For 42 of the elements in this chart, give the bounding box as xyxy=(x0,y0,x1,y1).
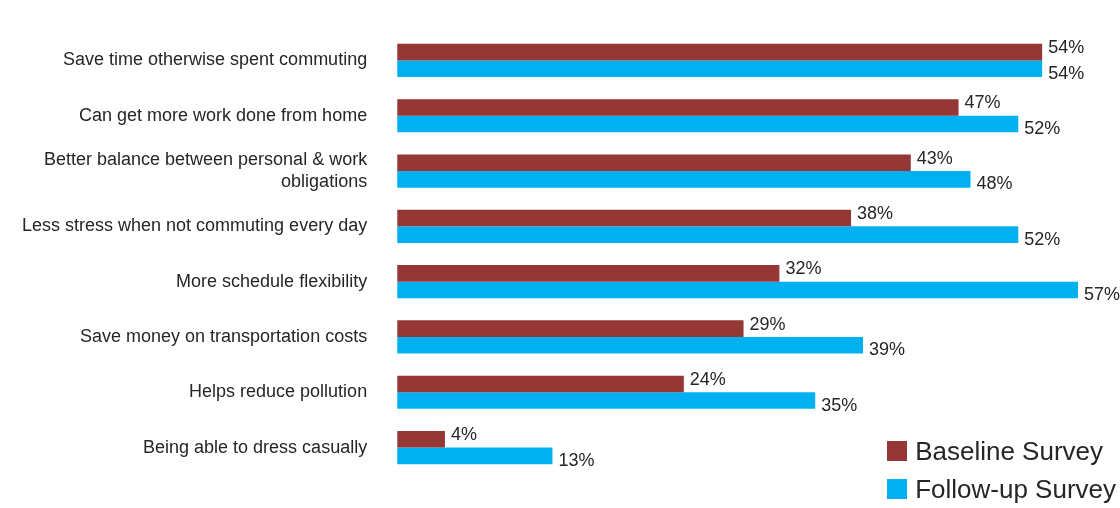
y-tick-label: Better balance between personal & work obligations xyxy=(43,149,369,191)
data-label: 52% xyxy=(1024,118,1061,139)
bar xyxy=(397,281,1078,299)
bar xyxy=(397,99,959,116)
data-label: 4% xyxy=(450,424,477,445)
data-label: 57% xyxy=(1084,283,1120,304)
data-label: 52% xyxy=(1024,228,1061,249)
bar xyxy=(397,430,445,448)
data-label: 29% xyxy=(749,313,786,334)
bar xyxy=(397,43,1043,61)
data-label: 54% xyxy=(1048,37,1085,58)
bar xyxy=(397,336,863,354)
data-label: 24% xyxy=(689,368,726,389)
y-tick-label: Save money on transportation costs xyxy=(80,325,368,346)
bar xyxy=(397,447,553,465)
data-label: 48% xyxy=(976,173,1013,194)
data-label: 38% xyxy=(857,203,894,224)
bar xyxy=(397,209,852,227)
y-tick-label: Can get more work done from home xyxy=(79,104,368,125)
data-label: 54% xyxy=(1048,62,1085,83)
bar xyxy=(397,154,911,172)
legend-label: Baseline Survey xyxy=(915,435,1104,467)
y-tick-label: Helps reduce pollution xyxy=(189,381,368,402)
bar xyxy=(397,375,684,393)
data-label: 39% xyxy=(869,339,906,360)
bar xyxy=(397,115,1019,133)
data-label: 13% xyxy=(558,449,595,470)
bar xyxy=(397,60,1043,78)
y-tick-label: Being able to dress casually xyxy=(143,436,368,457)
data-label: 47% xyxy=(964,92,1001,113)
y-tick-label: Save time otherwise spent commuting xyxy=(63,49,368,70)
legend-label: Follow-up Survey xyxy=(915,473,1116,505)
bar xyxy=(397,171,971,188)
data-label: 32% xyxy=(785,258,822,279)
data-label: 35% xyxy=(821,394,858,415)
bar xyxy=(397,320,744,337)
y-tick-label: More schedule flexibility xyxy=(176,270,368,291)
bar xyxy=(397,265,780,282)
y-tick-label: Less stress when not commuting every day xyxy=(22,215,368,236)
bar xyxy=(397,392,816,409)
data-label: 43% xyxy=(916,147,953,168)
bar xyxy=(397,226,1019,243)
